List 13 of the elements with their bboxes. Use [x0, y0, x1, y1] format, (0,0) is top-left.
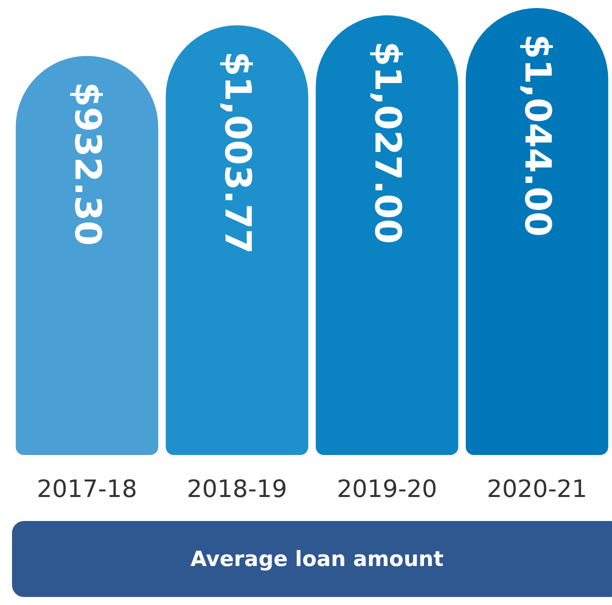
data-label: $1,044.00	[516, 34, 558, 237]
text: Average loan amount	[12, 521, 612, 597]
bar	[466, 8, 608, 455]
bar	[16, 56, 158, 455]
bar	[166, 25, 308, 455]
bar	[316, 15, 458, 455]
data-label: $1,027.00	[366, 41, 408, 244]
x-tick-label: 2019-20	[336, 475, 438, 503]
x-tick-label: 2017-18	[36, 475, 138, 503]
data-label: $1,003.77	[216, 51, 258, 254]
x-tick-label: 2018-19	[186, 475, 288, 503]
x-tick-label: 2020-21	[486, 475, 588, 503]
data-label: $932.30	[66, 82, 108, 246]
